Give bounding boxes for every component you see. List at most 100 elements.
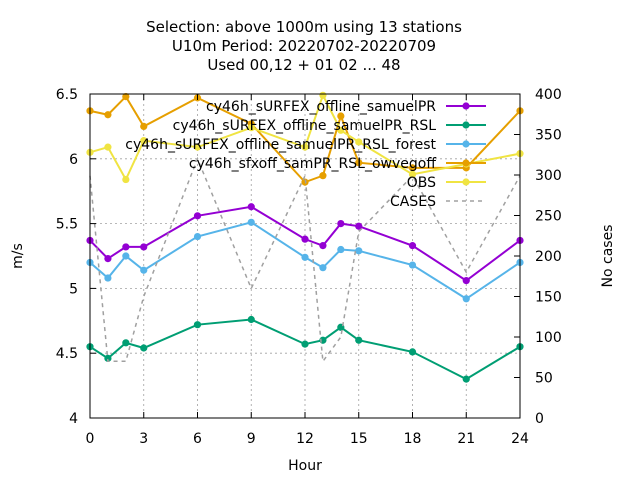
data-point (247, 315, 255, 324)
y-tick-label: 6 (69, 152, 78, 168)
data-point (337, 126, 345, 134)
data-point (247, 203, 255, 211)
data-point (301, 340, 309, 348)
legend-entry: CASES (390, 194, 486, 210)
data-point (408, 261, 417, 269)
data-point (355, 222, 363, 230)
data-point (193, 232, 202, 241)
data-point (355, 336, 363, 344)
x-tick-label: 18 (404, 431, 422, 447)
data-point (408, 170, 417, 178)
x-tick-label: 9 (247, 431, 256, 447)
data-point (104, 143, 112, 151)
data-point (319, 264, 327, 272)
data-point (408, 242, 417, 250)
y2-tick-label: 200 (535, 249, 562, 265)
data-point (104, 274, 112, 282)
data-point (193, 321, 202, 329)
data-point (122, 339, 130, 347)
legend-label: cy46h_sURFEX_offline_samuelPR_RSL (173, 118, 437, 134)
data-point (247, 218, 255, 226)
data-point (462, 277, 470, 285)
y-axis-label: m/s (10, 243, 26, 269)
y-tick-label: 4 (69, 411, 78, 427)
data-point (301, 235, 309, 243)
data-point (122, 175, 130, 184)
chart-title-line: U10m Period: 20220702-20220709 (172, 37, 436, 55)
data-point (319, 242, 327, 250)
series-2 (86, 218, 524, 303)
series-0 (86, 203, 524, 285)
legend-entry: OBS (407, 175, 486, 191)
data-point (337, 112, 345, 120)
data-point (193, 143, 202, 151)
data-point (247, 124, 255, 132)
data-point (462, 295, 470, 303)
chart-title: Selection: above 1000m using 13 stations… (146, 18, 462, 74)
legend-marker (462, 102, 470, 110)
legend-entry: cy46h_sURFEX_offline_samuelPR_RSL (173, 118, 486, 134)
chart-title-line: Selection: above 1000m using 13 stations (146, 18, 462, 36)
x-tick-label: 12 (296, 431, 314, 447)
y2-tick-label: 150 (535, 290, 562, 306)
data-point (140, 266, 148, 274)
y2-tick-label: 100 (535, 330, 562, 346)
y2-tick-label: 300 (535, 168, 562, 184)
data-point (462, 375, 470, 383)
data-point (193, 212, 202, 220)
y-tick-label: 6.5 (56, 87, 78, 103)
x-tick-label: 15 (350, 431, 368, 447)
legend-entry: cy46h_sURFEX_offline_samuelPR (206, 99, 486, 115)
chart-title-line: Used 00,12 + 01 02 ... 48 (207, 56, 400, 74)
data-point (319, 91, 327, 99)
data-point (408, 164, 417, 172)
data-point (140, 122, 148, 130)
y-tick-label: 4.5 (56, 346, 78, 362)
legend-marker (462, 140, 470, 148)
data-point (355, 138, 363, 146)
data-point (355, 247, 363, 255)
y-tick-label: 5.5 (56, 217, 78, 233)
data-point (140, 243, 148, 251)
data-point (122, 252, 130, 260)
data-point (319, 172, 327, 180)
legend-marker (462, 178, 470, 186)
y2-tick-label: 350 (535, 128, 562, 144)
legend-marker (462, 159, 470, 167)
data-point (104, 254, 112, 263)
y-tick-label: 5 (69, 281, 78, 297)
ticks: 0 3 6 9 12 15 18 21 24 4 4.5 5 5.5 6 6.5 0 50 100 150 200 25… (56, 87, 562, 447)
data-point (140, 137, 148, 145)
x-axis-label: Hour (288, 458, 322, 474)
data-point (104, 111, 112, 119)
data-point (408, 348, 417, 356)
legend-label: OBS (407, 175, 436, 191)
y2-tick-label: 250 (535, 209, 562, 225)
legend-label: cy46h_sfxoff_samPR_RSL_owvegoff (189, 156, 436, 172)
data-point (140, 344, 148, 352)
legend-entry: cy46h_sfxoff_samPR_RSL_owvegoff (189, 156, 486, 172)
x-tick-label: 24 (511, 431, 529, 447)
y2-tick-label: 50 (535, 371, 553, 387)
data-point (104, 354, 112, 362)
legend: cy46h_sURFEX_offline_samuelPR cy46h_sURFE… (125, 99, 486, 210)
legend-entry: cy46h_sURFEX_offline_samuelPR_RSL_forest (125, 137, 486, 153)
x-tick-label: 0 (86, 431, 95, 447)
data-point (301, 143, 309, 151)
legend-label: cy46h_sURFEX_offline_samuelPR_RSL_forest (125, 137, 436, 153)
data-point (355, 159, 363, 167)
legend-label: CASES (390, 194, 436, 210)
data-point (122, 243, 130, 251)
data-point (337, 220, 345, 228)
x-tick-label: 21 (457, 431, 475, 447)
y2-axis-label: No cases (600, 225, 616, 288)
data-point (122, 92, 130, 101)
data-point (337, 245, 345, 254)
y2-tick-label: 400 (535, 87, 562, 103)
series-1 (86, 315, 524, 383)
y2-tick-label: 0 (535, 411, 544, 427)
legend-label: cy46h_sURFEX_offline_samuelPR (206, 99, 436, 115)
x-tick-label: 3 (139, 431, 148, 447)
legend-marker (462, 121, 470, 129)
